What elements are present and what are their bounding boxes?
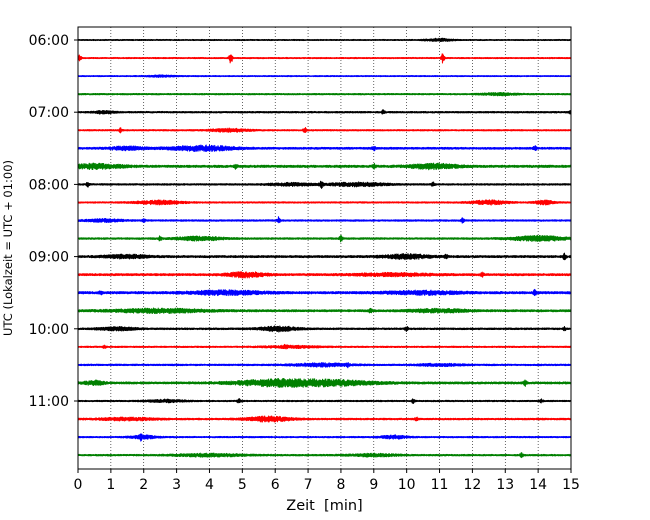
seismogram-trace — [77, 37, 572, 43]
seismogram-trace — [77, 288, 572, 297]
seismogram-trace — [77, 325, 572, 333]
seismogram-trace — [77, 53, 572, 64]
x-tick-label: 8 — [336, 477, 345, 493]
x-tick-label: 4 — [205, 477, 214, 493]
seismogram-trace — [77, 199, 572, 206]
seismogram-trace — [77, 343, 572, 350]
traces — [77, 37, 572, 459]
seismogram-trace — [77, 127, 572, 134]
y-axis-label: UTC (Lokalzeit = UTC + 01:00) — [1, 160, 15, 336]
x-tick-label: 9 — [369, 477, 378, 493]
y-axis-ticks: 06:00 07:00 08:00 09:00 10:00 11:00 — [29, 33, 78, 410]
seismogram-trace — [77, 74, 572, 78]
seismogram-trace — [77, 307, 572, 315]
y-tick-label: 08:00 — [29, 177, 69, 193]
y-tick-label: 09:00 — [29, 250, 69, 266]
x-tick-label: 6 — [271, 477, 280, 493]
seismogram-trace — [77, 92, 572, 97]
seismogram-trace — [77, 144, 572, 152]
x-tick-label: 13 — [496, 477, 514, 493]
x-tick-label: 5 — [238, 477, 247, 493]
seismogram-trace — [77, 162, 572, 171]
x-tick-label: 14 — [529, 477, 547, 493]
x-tick-label: 15 — [562, 477, 580, 493]
x-tick-label: 3 — [172, 477, 181, 493]
y-tick-label: 10:00 — [29, 322, 69, 338]
x-axis-ticks: 0 1 2 3 4 5 6 7 8 9 10 11 12 13 14 15 — [74, 469, 580, 493]
x-tick-label: 1 — [106, 477, 115, 493]
x-tick-label: 2 — [139, 477, 148, 493]
seismogram-trace — [77, 180, 572, 189]
x-axis-label: Zeit [min] — [286, 498, 362, 514]
seismogram-trace — [77, 397, 572, 404]
seismogram-trace — [77, 252, 572, 261]
x-tick-label: 11 — [431, 477, 449, 493]
y-tick-label: 11:00 — [29, 394, 69, 410]
x-tick-label: 12 — [463, 477, 481, 493]
x-tick-label: 7 — [304, 477, 313, 493]
seismogram-trace — [77, 415, 572, 423]
plot-frame — [77, 26, 572, 470]
seismogram-trace — [77, 361, 572, 369]
seismogram-trace — [77, 216, 572, 224]
x-tick-label: 0 — [74, 477, 83, 493]
seismogram-trace — [77, 452, 572, 459]
seismogram-trace — [77, 109, 572, 115]
seismogram-trace — [77, 377, 572, 388]
seismogram-trace — [77, 433, 572, 442]
seismogram-trace — [77, 234, 572, 243]
x-tick-label: 10 — [398, 477, 416, 493]
plot-background — [78, 27, 571, 469]
seismogram-trace — [77, 271, 572, 279]
y-tick-label: 07:00 — [29, 105, 69, 121]
y-tick-label: 06:00 — [29, 33, 69, 49]
